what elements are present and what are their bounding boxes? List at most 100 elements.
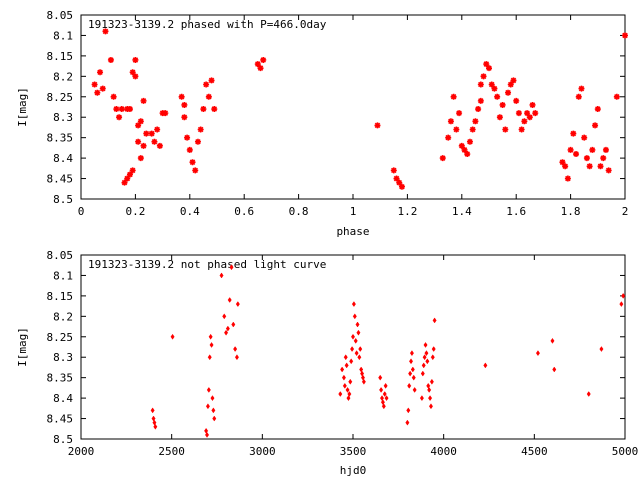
data-point: [499, 101, 506, 108]
data-point: [224, 329, 229, 336]
y-tick-label: 8.35: [47, 372, 74, 385]
data-point: [597, 163, 604, 170]
data-point: [411, 374, 416, 381]
data-point: [351, 301, 356, 308]
data-point: [151, 138, 158, 145]
y-tick-label: 8.25: [47, 91, 74, 104]
data-point: [605, 167, 612, 174]
data-point: [390, 167, 397, 174]
data-point: [211, 106, 218, 113]
y-tick-label: 8.2: [53, 310, 73, 323]
data-point: [407, 382, 412, 389]
data-point: [381, 403, 386, 410]
data-point: [207, 354, 212, 361]
data-point: [518, 126, 525, 133]
data-point: [349, 358, 354, 365]
data-point: [170, 333, 175, 340]
data-point: [135, 138, 142, 145]
data-point: [483, 61, 490, 68]
x-tick-label: 1: [350, 205, 357, 218]
data-point: [427, 386, 432, 393]
data-point: [209, 342, 214, 348]
data-point: [116, 114, 123, 121]
data-point: [208, 333, 213, 340]
data-point: [205, 93, 212, 100]
data-point: [137, 155, 144, 162]
data-point: [260, 56, 267, 63]
data-point: [124, 175, 131, 182]
data-points: [150, 264, 626, 438]
data-point: [575, 93, 582, 100]
data-point: [356, 329, 361, 336]
data-point: [212, 415, 217, 422]
data-point: [466, 138, 473, 145]
data-point: [453, 126, 460, 133]
y-tick-label: 8.25: [47, 331, 74, 344]
data-point: [480, 73, 487, 80]
x-tick-labels: 0 0.2 0.4 0.6 0.8 1 1.2 1.4 1.6 1.8 2: [78, 15, 628, 218]
data-point: [132, 56, 139, 63]
x-tick-label: 2500: [158, 445, 185, 458]
data-point: [507, 81, 514, 88]
data-point: [378, 374, 383, 381]
x-tick-label: 1.8: [561, 205, 581, 218]
data-point: [409, 358, 414, 365]
data-point: [234, 354, 239, 361]
data-point: [211, 407, 216, 414]
y-tick-labels: 8.05 8.1 8.15 8.2 8.25 8.3 8.35 8.4 8.45 8.5: [47, 249, 625, 446]
data-point: [600, 155, 607, 162]
data-point: [206, 386, 211, 393]
data-point: [396, 179, 403, 186]
data-point: [361, 378, 366, 385]
data-point: [235, 301, 240, 308]
data-point: [229, 264, 234, 271]
data-point: [567, 146, 574, 153]
data-point: [126, 106, 133, 113]
data-point: [494, 93, 501, 100]
data-point: [348, 378, 353, 385]
data-point: [345, 386, 350, 393]
data-point: [524, 110, 531, 117]
data-point: [91, 81, 98, 88]
data-point: [148, 130, 155, 137]
data-point: [621, 292, 626, 299]
data-point: [257, 65, 264, 72]
data-point: [594, 106, 601, 113]
data-point: [445, 134, 452, 141]
data-point: [483, 362, 488, 369]
data-point: [477, 97, 484, 104]
x-tick-label: 1.4: [452, 205, 472, 218]
data-point: [428, 395, 433, 402]
data-point: [129, 69, 136, 76]
data-point: [121, 179, 128, 186]
data-point: [210, 395, 215, 402]
data-point: [619, 301, 624, 308]
data-point: [343, 354, 348, 361]
x-axis-label: phase: [336, 225, 369, 238]
data-point: [102, 28, 109, 35]
data-point: [225, 325, 230, 332]
data-point: [429, 378, 434, 385]
data-point: [153, 423, 158, 430]
y-tick-label: 8.1: [53, 269, 73, 282]
y-tick-label: 8.3: [53, 111, 73, 124]
data-point: [338, 391, 343, 397]
data-point: [398, 183, 405, 190]
data-point: [469, 126, 476, 133]
data-point: [559, 159, 566, 166]
data-point: [450, 93, 457, 100]
y-tick-label: 8.15: [47, 50, 74, 63]
data-point: [406, 407, 411, 414]
data-point: [126, 171, 133, 178]
data-point: [203, 81, 210, 88]
y-tick-label: 8.1: [53, 29, 73, 42]
x-tick-label: 0: [78, 205, 85, 218]
data-point: [178, 93, 185, 100]
data-point: [456, 110, 463, 117]
x-tick-label: 5000: [612, 445, 639, 458]
data-point: [424, 350, 429, 357]
data-point: [586, 391, 591, 397]
data-point: [194, 138, 201, 145]
data-point: [344, 362, 349, 369]
data-point: [586, 163, 593, 170]
